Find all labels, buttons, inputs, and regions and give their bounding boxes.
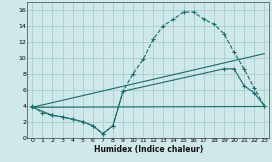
X-axis label: Humidex (Indice chaleur): Humidex (Indice chaleur): [94, 145, 203, 154]
